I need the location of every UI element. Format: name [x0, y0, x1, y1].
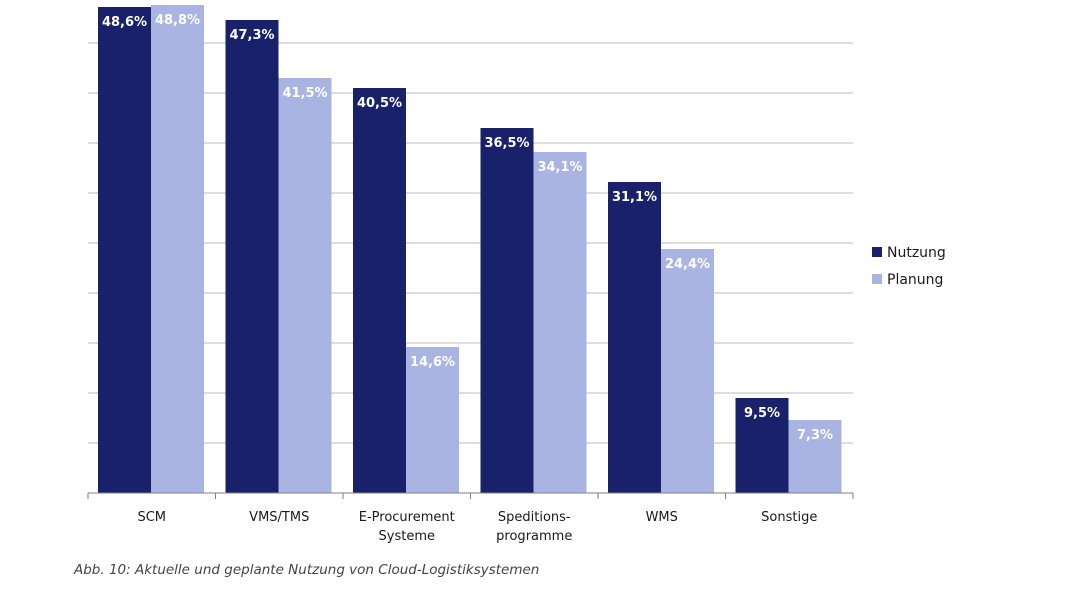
legend-swatch-planung	[872, 274, 882, 284]
bar-nutzung	[608, 182, 661, 493]
gridlines	[88, 42, 853, 444]
bar-planung	[278, 78, 332, 493]
bar-planung	[788, 420, 842, 493]
x-axis: SCM VMS/TMS E-Procurement Systeme Speditions…	[87, 492, 854, 544]
bar-planung	[661, 249, 714, 493]
data-label: 48,6%	[102, 15, 147, 30]
bar-nutzung	[98, 7, 151, 493]
figure-caption: Abb. 10: Aktuelle und geplante Nutzung v…	[74, 562, 540, 578]
data-label: 9,5%	[744, 406, 780, 421]
bar-nutzung	[480, 128, 534, 493]
bar-nutzung	[225, 20, 279, 493]
legend-label-planung: Planung	[887, 272, 943, 288]
bar-planung	[533, 152, 587, 493]
category-label: E-Procurement Systeme	[359, 510, 455, 544]
bar-nutzung	[735, 398, 789, 493]
category-label: VMS/TMS	[249, 510, 309, 525]
category-label: Sonstige	[761, 510, 817, 525]
data-label: 47,3%	[229, 28, 274, 43]
legend-label-nutzung: Nutzung	[887, 245, 946, 261]
bars: 48,6% 48,8% 47,3% 41,5% 40,5% 14,6% 36,5% 34,1%…	[98, 5, 842, 493]
data-label: 34,1%	[537, 160, 582, 175]
chart-canvas: 48,6% 48,8% 47,3% 41,5% 40,5% 14,6% 36,5% 34,1%…	[87, 5, 946, 544]
category-label: SCM	[137, 510, 166, 525]
bar-chart: 48,6% 48,8% 47,3% 41,5% 40,5% 14,6% 36,5% 34,1%…	[87, 5, 946, 544]
category-label: Speditions-programme	[496, 510, 572, 544]
bar-nutzung	[353, 88, 406, 493]
data-label: 48,8%	[155, 13, 200, 28]
data-label: 36,5%	[484, 136, 529, 151]
data-label: 41,5%	[282, 86, 327, 101]
bar-planung	[406, 347, 459, 493]
data-label: 14,6%	[410, 355, 455, 370]
data-label: 7,3%	[797, 428, 833, 443]
legend: Nutzung Planung	[872, 245, 946, 288]
category-label: WMS	[646, 510, 678, 525]
data-label: 40,5%	[357, 96, 402, 111]
data-label: 24,4%	[665, 257, 710, 272]
data-label: 31,1%	[612, 190, 657, 205]
bar-planung	[151, 5, 204, 493]
legend-swatch-nutzung	[872, 247, 882, 257]
